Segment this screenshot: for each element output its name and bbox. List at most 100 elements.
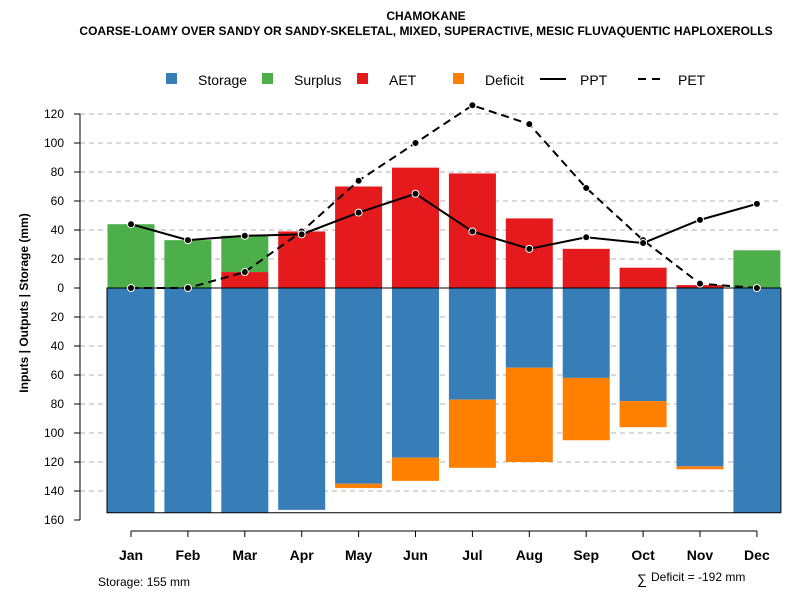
surplus-bar (733, 250, 781, 288)
y-tick-label: 40 (51, 339, 65, 353)
storage-annotation: Storage: 155 mm (98, 575, 190, 589)
y-tick-label: 80 (51, 397, 65, 411)
storage-bar (733, 288, 781, 513)
y-tick-label: 100 (44, 426, 64, 440)
ppt-point (354, 208, 363, 217)
surplus-bar (221, 235, 269, 273)
pet-point (696, 279, 704, 288)
pet-point (127, 284, 135, 292)
storage-bar (164, 288, 212, 513)
ppt-point (297, 230, 306, 239)
legend-label-aet: AET (389, 72, 417, 88)
deficit-bar (619, 401, 667, 428)
x-tick-label: Oct (631, 547, 655, 563)
y-tick-label: 160 (44, 513, 64, 527)
aet-bar (619, 267, 667, 288)
legend-label-surplus: Surplus (294, 72, 341, 88)
ppt-point (639, 239, 648, 248)
legend-swatch-aet (357, 73, 368, 84)
ppt-point (525, 244, 534, 253)
surplus-bar (164, 240, 212, 288)
deficit-annotation: Deficit = -192 mm (651, 570, 745, 584)
aet-bar (562, 248, 610, 288)
x-tick-label: Nov (687, 547, 714, 563)
y-tick-label: 0 (57, 281, 64, 295)
legend-swatch-deficit (453, 73, 464, 84)
y-tick-label: 40 (51, 223, 65, 237)
storage-bar (221, 288, 269, 513)
legend-label-pet: PET (678, 72, 706, 88)
deficit-sum-icon: ∑ (637, 571, 647, 587)
pet-point (752, 284, 761, 292)
aet-bar (505, 218, 553, 288)
pet-line (131, 104, 757, 289)
y-tick-label: 80 (51, 165, 65, 179)
deficit-bar (505, 367, 553, 462)
pet-point (582, 183, 591, 192)
x-tick-label: Feb (175, 547, 200, 563)
legend-label-storage: Storage (198, 72, 247, 88)
ppt-line (130, 192, 758, 250)
ppt-point (696, 215, 704, 224)
aet-bar (221, 272, 269, 288)
axes: 120 100 80 60 40 20 0 20 40 60 80 100 120 140 160 Jan Fe… (44, 107, 782, 563)
y-tick-label: 120 (44, 455, 64, 469)
chart-title: CHAMOKANE (386, 9, 465, 23)
ppt-point (411, 189, 420, 198)
legend: Storage Surplus AET Deficit PPT PET (166, 72, 706, 88)
deficit-bar (392, 457, 439, 481)
chart-subtitle: COARSE-LOAMY OVER SANDY OR SANDY-SKELETA… (79, 24, 772, 38)
storage-bar (335, 288, 383, 484)
y-tick-label: 60 (51, 194, 65, 208)
surplus-bar (107, 224, 155, 288)
y-tick-label: 60 (51, 368, 65, 382)
storage-bar (562, 288, 610, 378)
x-tick-label: Jan (119, 547, 143, 563)
ppt-point (127, 220, 135, 229)
ppt-point (240, 231, 249, 240)
lines (127, 101, 761, 292)
x-tick-label: Mar (232, 547, 257, 563)
pet-point (183, 284, 192, 292)
x-tick-label: Dec (744, 547, 770, 563)
x-tick-label: Apr (290, 547, 315, 563)
pet-point (525, 120, 534, 129)
y-axis-title: Inputs | Outputs | Storage (mm) (17, 213, 31, 392)
y-tick-label: 20 (51, 310, 65, 324)
y-tick-label: 100 (44, 136, 64, 150)
bars (107, 167, 781, 513)
x-tick-label: Sep (573, 547, 599, 563)
legend-label-deficit: Deficit (485, 72, 524, 88)
aet-bar (278, 231, 326, 288)
deficit-bar (562, 377, 610, 441)
y-tick-label: 140 (44, 484, 64, 498)
ppt-point (582, 233, 591, 242)
aet-bar (392, 167, 439, 288)
x-tick-label: Jul (462, 547, 482, 563)
legend-swatch-surplus (262, 73, 273, 84)
y-tick-label: 20 (51, 252, 65, 266)
pet-point (354, 176, 363, 185)
ppt-point (752, 199, 761, 208)
storage-bar (505, 288, 553, 368)
pet-point (468, 101, 477, 110)
deficit-bar (335, 483, 383, 489)
storage-bar (448, 288, 496, 400)
x-tick-label: Jun (403, 547, 428, 563)
storage-bar (676, 288, 724, 467)
deficit-bar (448, 399, 496, 468)
storage-bar (278, 288, 326, 510)
legend-swatch-storage (166, 73, 177, 84)
storage-bar (392, 288, 439, 458)
deficit-bar (676, 466, 724, 470)
legend-label-ppt: PPT (580, 72, 608, 88)
x-tick-label: May (345, 547, 372, 563)
x-tick-label: Aug (516, 547, 543, 563)
ppt-point (183, 236, 192, 245)
pet-point (240, 268, 249, 277)
y-tick-label: 120 (44, 107, 64, 121)
aet-bar (335, 186, 383, 288)
ppt-point (468, 227, 477, 236)
storage-bar (619, 288, 667, 402)
